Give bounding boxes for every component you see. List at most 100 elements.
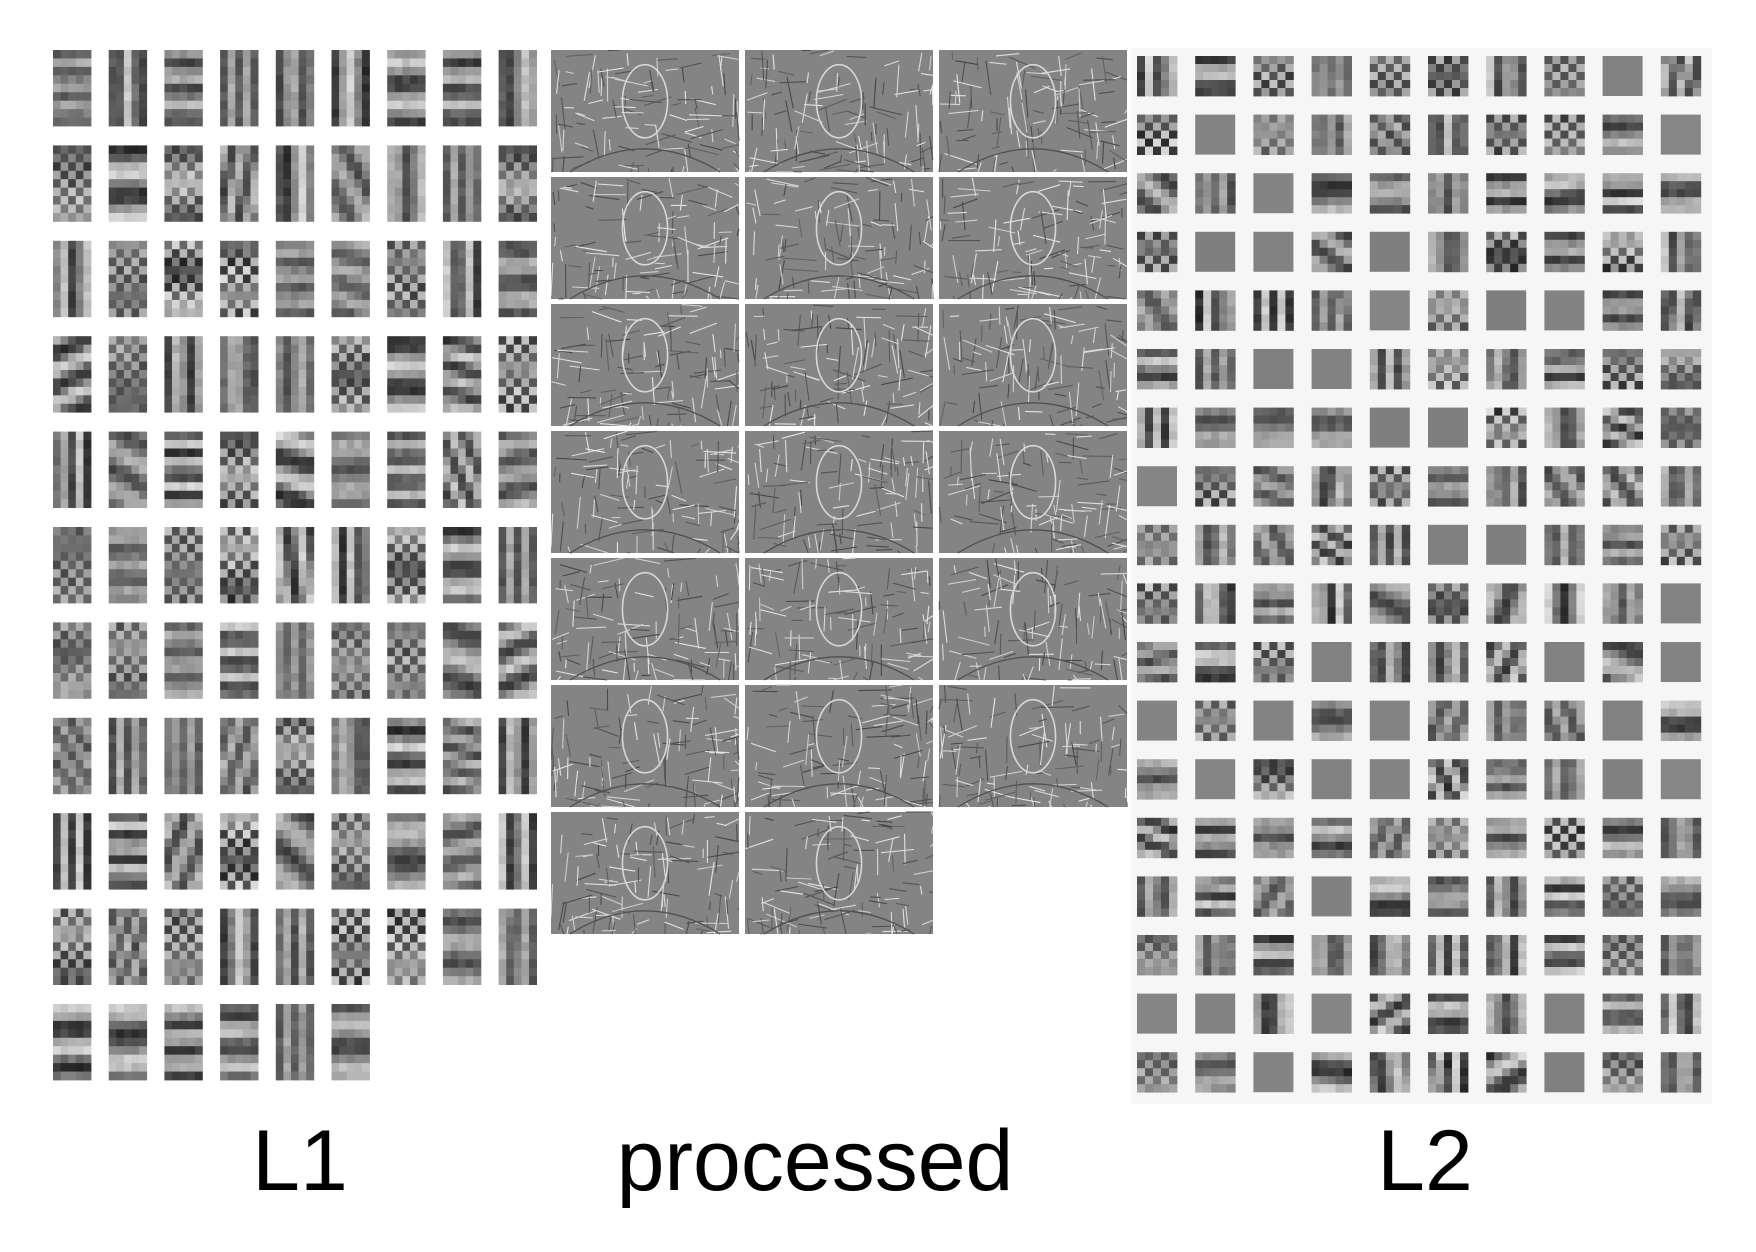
l2-filter bbox=[1660, 817, 1702, 859]
l1-filter bbox=[164, 813, 203, 890]
l2-filter bbox=[1660, 700, 1702, 741]
l2-filter bbox=[1660, 407, 1702, 448]
l2-filter bbox=[1137, 700, 1177, 741]
l2-filter bbox=[1195, 114, 1236, 155]
l1-filter bbox=[164, 240, 203, 318]
l1-filter bbox=[53, 527, 92, 604]
l2-filter bbox=[1311, 700, 1352, 741]
l2-filter bbox=[1253, 290, 1294, 331]
l2-filter bbox=[1369, 173, 1411, 214]
l1-filter bbox=[108, 813, 148, 890]
l2-filter bbox=[1486, 583, 1527, 624]
l2-filter bbox=[1369, 114, 1411, 155]
l1-filter bbox=[164, 145, 203, 222]
l1-filter bbox=[275, 431, 315, 508]
l2-filter bbox=[1137, 407, 1178, 448]
l2-filter bbox=[1602, 349, 1643, 390]
l1-filter bbox=[53, 1004, 92, 1081]
l2-filter bbox=[1195, 407, 1236, 448]
l2-filter bbox=[1311, 1052, 1352, 1093]
l2-filter bbox=[1486, 231, 1527, 273]
l1-filter bbox=[442, 527, 482, 604]
l2-filter bbox=[1137, 759, 1178, 800]
l2-filter bbox=[1428, 759, 1469, 800]
l2-filter bbox=[1195, 817, 1236, 859]
l1-filter bbox=[498, 145, 537, 222]
l2-filter bbox=[1660, 114, 1701, 155]
l1-filter-grid bbox=[53, 50, 548, 1100]
l2-filter bbox=[1660, 56, 1702, 97]
l2-filter bbox=[1544, 524, 1585, 566]
l1-filter bbox=[53, 717, 92, 795]
l1-filter bbox=[164, 50, 203, 127]
l2-filter bbox=[1660, 759, 1701, 800]
l1-filter bbox=[164, 908, 203, 985]
processed-image bbox=[745, 176, 934, 300]
l1-filter bbox=[164, 336, 203, 413]
l2-filter bbox=[1137, 466, 1177, 507]
l1-filter bbox=[498, 431, 537, 508]
l1-filter bbox=[275, 50, 315, 127]
processed-image bbox=[745, 684, 934, 808]
l2-filter bbox=[1369, 876, 1411, 917]
l2-filter bbox=[1253, 642, 1294, 683]
l2-filter bbox=[1660, 290, 1702, 331]
l1-filter bbox=[53, 813, 92, 890]
l2-filter bbox=[1660, 935, 1702, 976]
l2-filter bbox=[1486, 56, 1527, 97]
l2-filter bbox=[1428, 642, 1469, 683]
processed-image bbox=[550, 177, 740, 300]
l1-filter bbox=[442, 622, 482, 699]
l2-filter bbox=[1428, 935, 1469, 976]
l1-filter bbox=[331, 717, 370, 795]
l1-filter bbox=[387, 717, 426, 795]
l2-filter bbox=[1602, 700, 1643, 741]
l1-filter bbox=[164, 622, 203, 699]
processed-image bbox=[938, 50, 1128, 173]
l2-filter bbox=[1486, 1052, 1527, 1093]
l2-filter bbox=[1137, 56, 1178, 97]
processed-image bbox=[938, 558, 1128, 681]
l2-filter bbox=[1602, 1052, 1643, 1093]
l2-filter bbox=[1602, 817, 1643, 859]
l1-filter bbox=[53, 622, 92, 699]
l1-filter bbox=[387, 908, 426, 985]
l2-filter bbox=[1137, 290, 1178, 331]
l2-filter bbox=[1195, 290, 1236, 331]
l1-filter bbox=[275, 908, 315, 985]
processed-image-grid bbox=[550, 49, 1128, 950]
l2-filter bbox=[1311, 56, 1352, 97]
l1-filter bbox=[387, 622, 426, 699]
l1-filter bbox=[331, 240, 370, 318]
l2-filter bbox=[1195, 56, 1236, 97]
l2-filter bbox=[1544, 173, 1585, 214]
l2-filter bbox=[1369, 583, 1411, 624]
l1-filter bbox=[442, 240, 482, 318]
l2-filter bbox=[1602, 407, 1643, 448]
l2-filter bbox=[1486, 935, 1527, 976]
l1-filter bbox=[220, 240, 259, 318]
l1-filter bbox=[442, 717, 482, 795]
l2-filter bbox=[1544, 466, 1585, 507]
l2-filter bbox=[1195, 524, 1236, 566]
l2-filter bbox=[1486, 700, 1527, 741]
l2-filter bbox=[1195, 700, 1236, 741]
l2-filter bbox=[1253, 1052, 1294, 1093]
l2-filter bbox=[1195, 1052, 1236, 1093]
l2-filter bbox=[1369, 1052, 1411, 1093]
l2-filter bbox=[1369, 642, 1411, 683]
l2-filter bbox=[1428, 524, 1468, 565]
l2-filter bbox=[1486, 642, 1527, 683]
l1-filter bbox=[53, 908, 92, 985]
l1-filter bbox=[220, 1004, 259, 1081]
l2-filter bbox=[1311, 114, 1352, 155]
l2-filter bbox=[1311, 759, 1352, 800]
l1-filter bbox=[275, 717, 315, 795]
l2-filter bbox=[1311, 993, 1352, 1034]
l2-filter bbox=[1602, 56, 1643, 96]
l1-filter bbox=[275, 527, 315, 604]
l2-filter bbox=[1660, 642, 1701, 682]
l2-filter bbox=[1137, 993, 1177, 1034]
l2-filter bbox=[1486, 876, 1527, 917]
l2-filter bbox=[1311, 349, 1352, 389]
